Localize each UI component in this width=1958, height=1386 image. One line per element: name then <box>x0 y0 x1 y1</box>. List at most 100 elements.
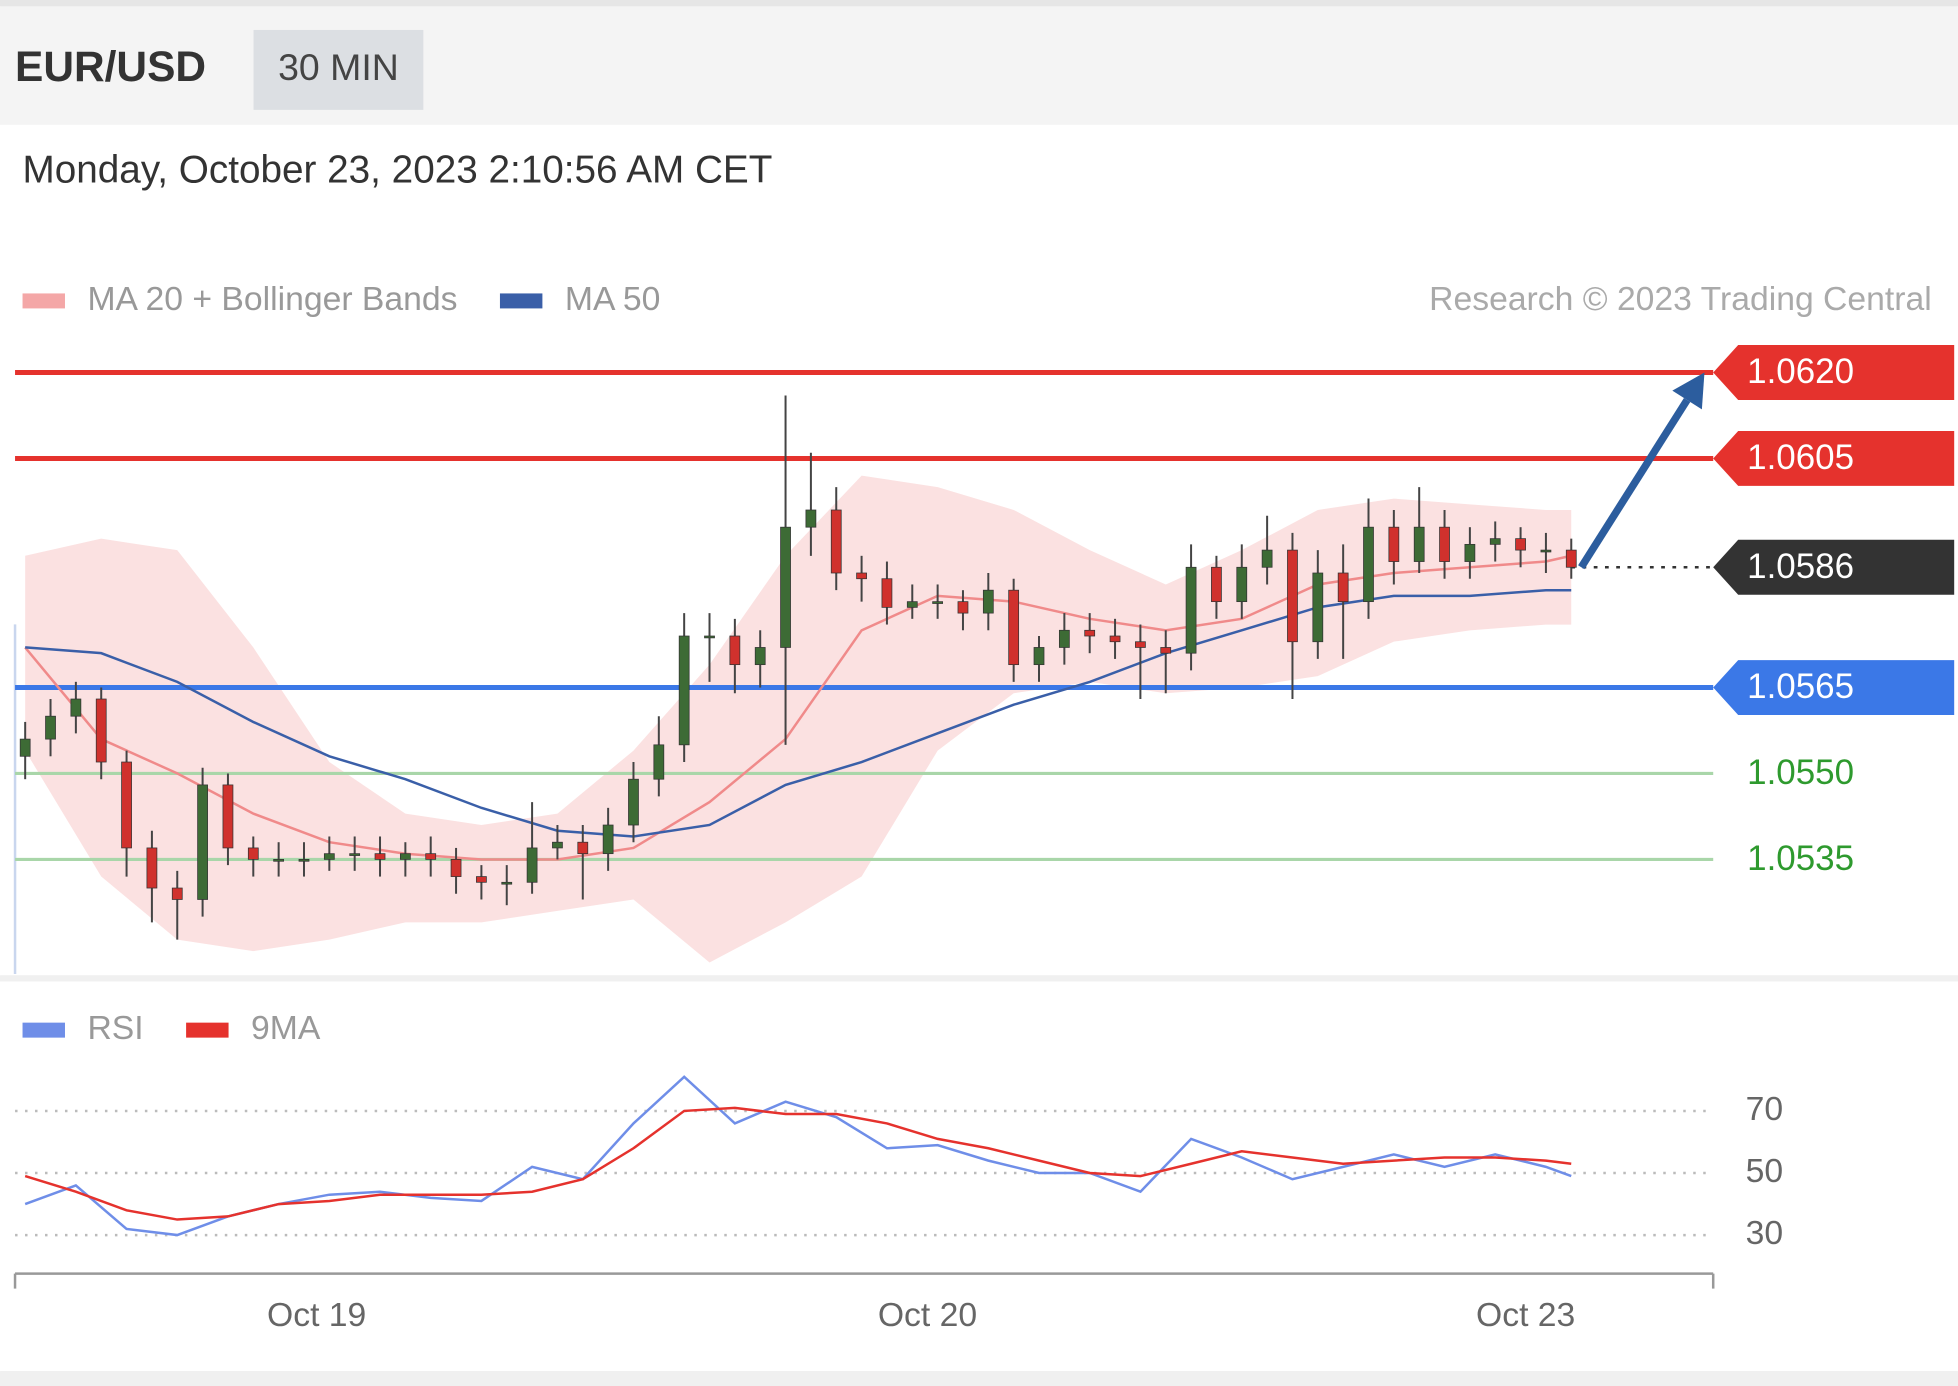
indicator-line <box>24 1106 1572 1221</box>
candle-body <box>780 526 791 648</box>
level-label: 1.0550 <box>1747 753 1854 792</box>
y-tick-label: 30 <box>1746 1214 1784 1252</box>
candle-body <box>1515 538 1526 551</box>
candle-body <box>70 698 82 717</box>
candle-body <box>121 761 132 849</box>
candle-body <box>1337 572 1349 603</box>
candle-body <box>982 589 994 614</box>
candle-body <box>628 778 639 826</box>
candle-body <box>95 698 107 763</box>
candle-body <box>1160 647 1172 654</box>
candle-body <box>932 601 943 604</box>
candle-body <box>476 876 487 883</box>
candle-body <box>1489 538 1501 545</box>
timeframe-box <box>253 29 424 110</box>
candle-body <box>273 859 285 862</box>
candle-body <box>1236 566 1248 603</box>
target-arrow-head <box>1672 372 1705 410</box>
level-label: 1.0535 <box>1747 839 1854 878</box>
candle-body <box>1058 629 1070 648</box>
panel-separator <box>0 975 1958 982</box>
level-label: 1.0586 <box>1747 547 1854 586</box>
candle-body <box>323 853 335 860</box>
ma-line <box>24 554 1572 861</box>
candle-body <box>1540 549 1552 553</box>
candle-body <box>19 738 31 757</box>
candle-body <box>1135 641 1146 648</box>
credit: Research © 2023 Trading Central <box>1429 280 1932 318</box>
candle-body <box>298 859 310 862</box>
candle-body <box>1388 526 1400 562</box>
timestamp: Monday, October 23, 2023 2:10:56 AM CET <box>23 149 773 192</box>
candle-body <box>906 601 918 608</box>
candle-body <box>881 578 893 608</box>
level-badge <box>1713 539 1955 595</box>
candle-body <box>45 715 56 740</box>
legend-label: MA 20 + Bollinger Bands <box>87 280 457 318</box>
top-border <box>0 0 1958 7</box>
level-label: 1.0620 <box>1747 352 1854 391</box>
candle-body <box>1211 566 1222 603</box>
candle-body <box>1109 635 1121 643</box>
timeframe: 30 MIN <box>278 46 399 88</box>
candle-body <box>577 841 589 855</box>
x-tick-label: Oct 23 <box>1476 1296 1575 1334</box>
candle-body <box>146 847 158 889</box>
candle-body <box>1185 566 1197 654</box>
candle-body <box>399 853 411 860</box>
candle-body <box>526 847 538 883</box>
candle-body <box>830 509 842 574</box>
candle-body <box>349 853 361 856</box>
candle-body <box>247 847 259 860</box>
y-tick-label: 50 <box>1746 1152 1784 1190</box>
candle-body <box>171 887 183 900</box>
ma-line <box>25 588 1572 838</box>
candle-body <box>754 647 766 666</box>
candle-body <box>1363 526 1374 603</box>
level-badge <box>1713 660 1955 716</box>
target-arrow <box>1578 397 1691 570</box>
candle-body <box>1033 647 1045 666</box>
candle-body <box>1287 549 1298 643</box>
candle-body <box>374 853 386 860</box>
legend-label: 9MA <box>251 1009 321 1047</box>
y-tick-label: 70 <box>1746 1090 1784 1128</box>
candle-body <box>450 859 462 877</box>
candle-body <box>1008 589 1020 666</box>
level-label: 1.0605 <box>1747 438 1854 477</box>
legend-label: RSI <box>87 1009 143 1047</box>
candle-body <box>1413 526 1425 562</box>
bottom-border <box>0 1371 1958 1386</box>
candle-body <box>1464 543 1476 562</box>
x-tick-label: Oct 20 <box>878 1296 977 1334</box>
legend-label: MA 50 <box>565 280 661 318</box>
legend-swatch <box>22 293 65 309</box>
legend-swatch <box>186 1022 229 1038</box>
candle-body <box>552 841 563 849</box>
level-label: 1.0565 <box>1747 667 1854 706</box>
candle-body <box>856 572 867 580</box>
symbol: EUR/USD <box>15 43 206 90</box>
candle-body <box>1312 572 1324 643</box>
candle-body <box>678 635 690 746</box>
legend-swatch <box>22 1022 65 1038</box>
x-tick-label: Oct 19 <box>267 1296 366 1334</box>
candle-body <box>1261 549 1273 568</box>
candle-body <box>1084 629 1096 637</box>
candle-body <box>1439 526 1450 562</box>
candle-body <box>222 784 234 849</box>
level-badge <box>1713 345 1955 401</box>
candle-body <box>729 635 741 666</box>
candle-body <box>501 881 513 885</box>
candle-body <box>957 601 969 614</box>
legend-swatch <box>499 293 543 309</box>
candle-body <box>1565 549 1577 568</box>
candle-body <box>197 784 208 900</box>
level-badge <box>1713 430 1955 486</box>
candle-body <box>653 744 665 780</box>
candle-body <box>602 824 614 855</box>
candle-body <box>805 509 817 528</box>
candle-body <box>704 635 715 639</box>
